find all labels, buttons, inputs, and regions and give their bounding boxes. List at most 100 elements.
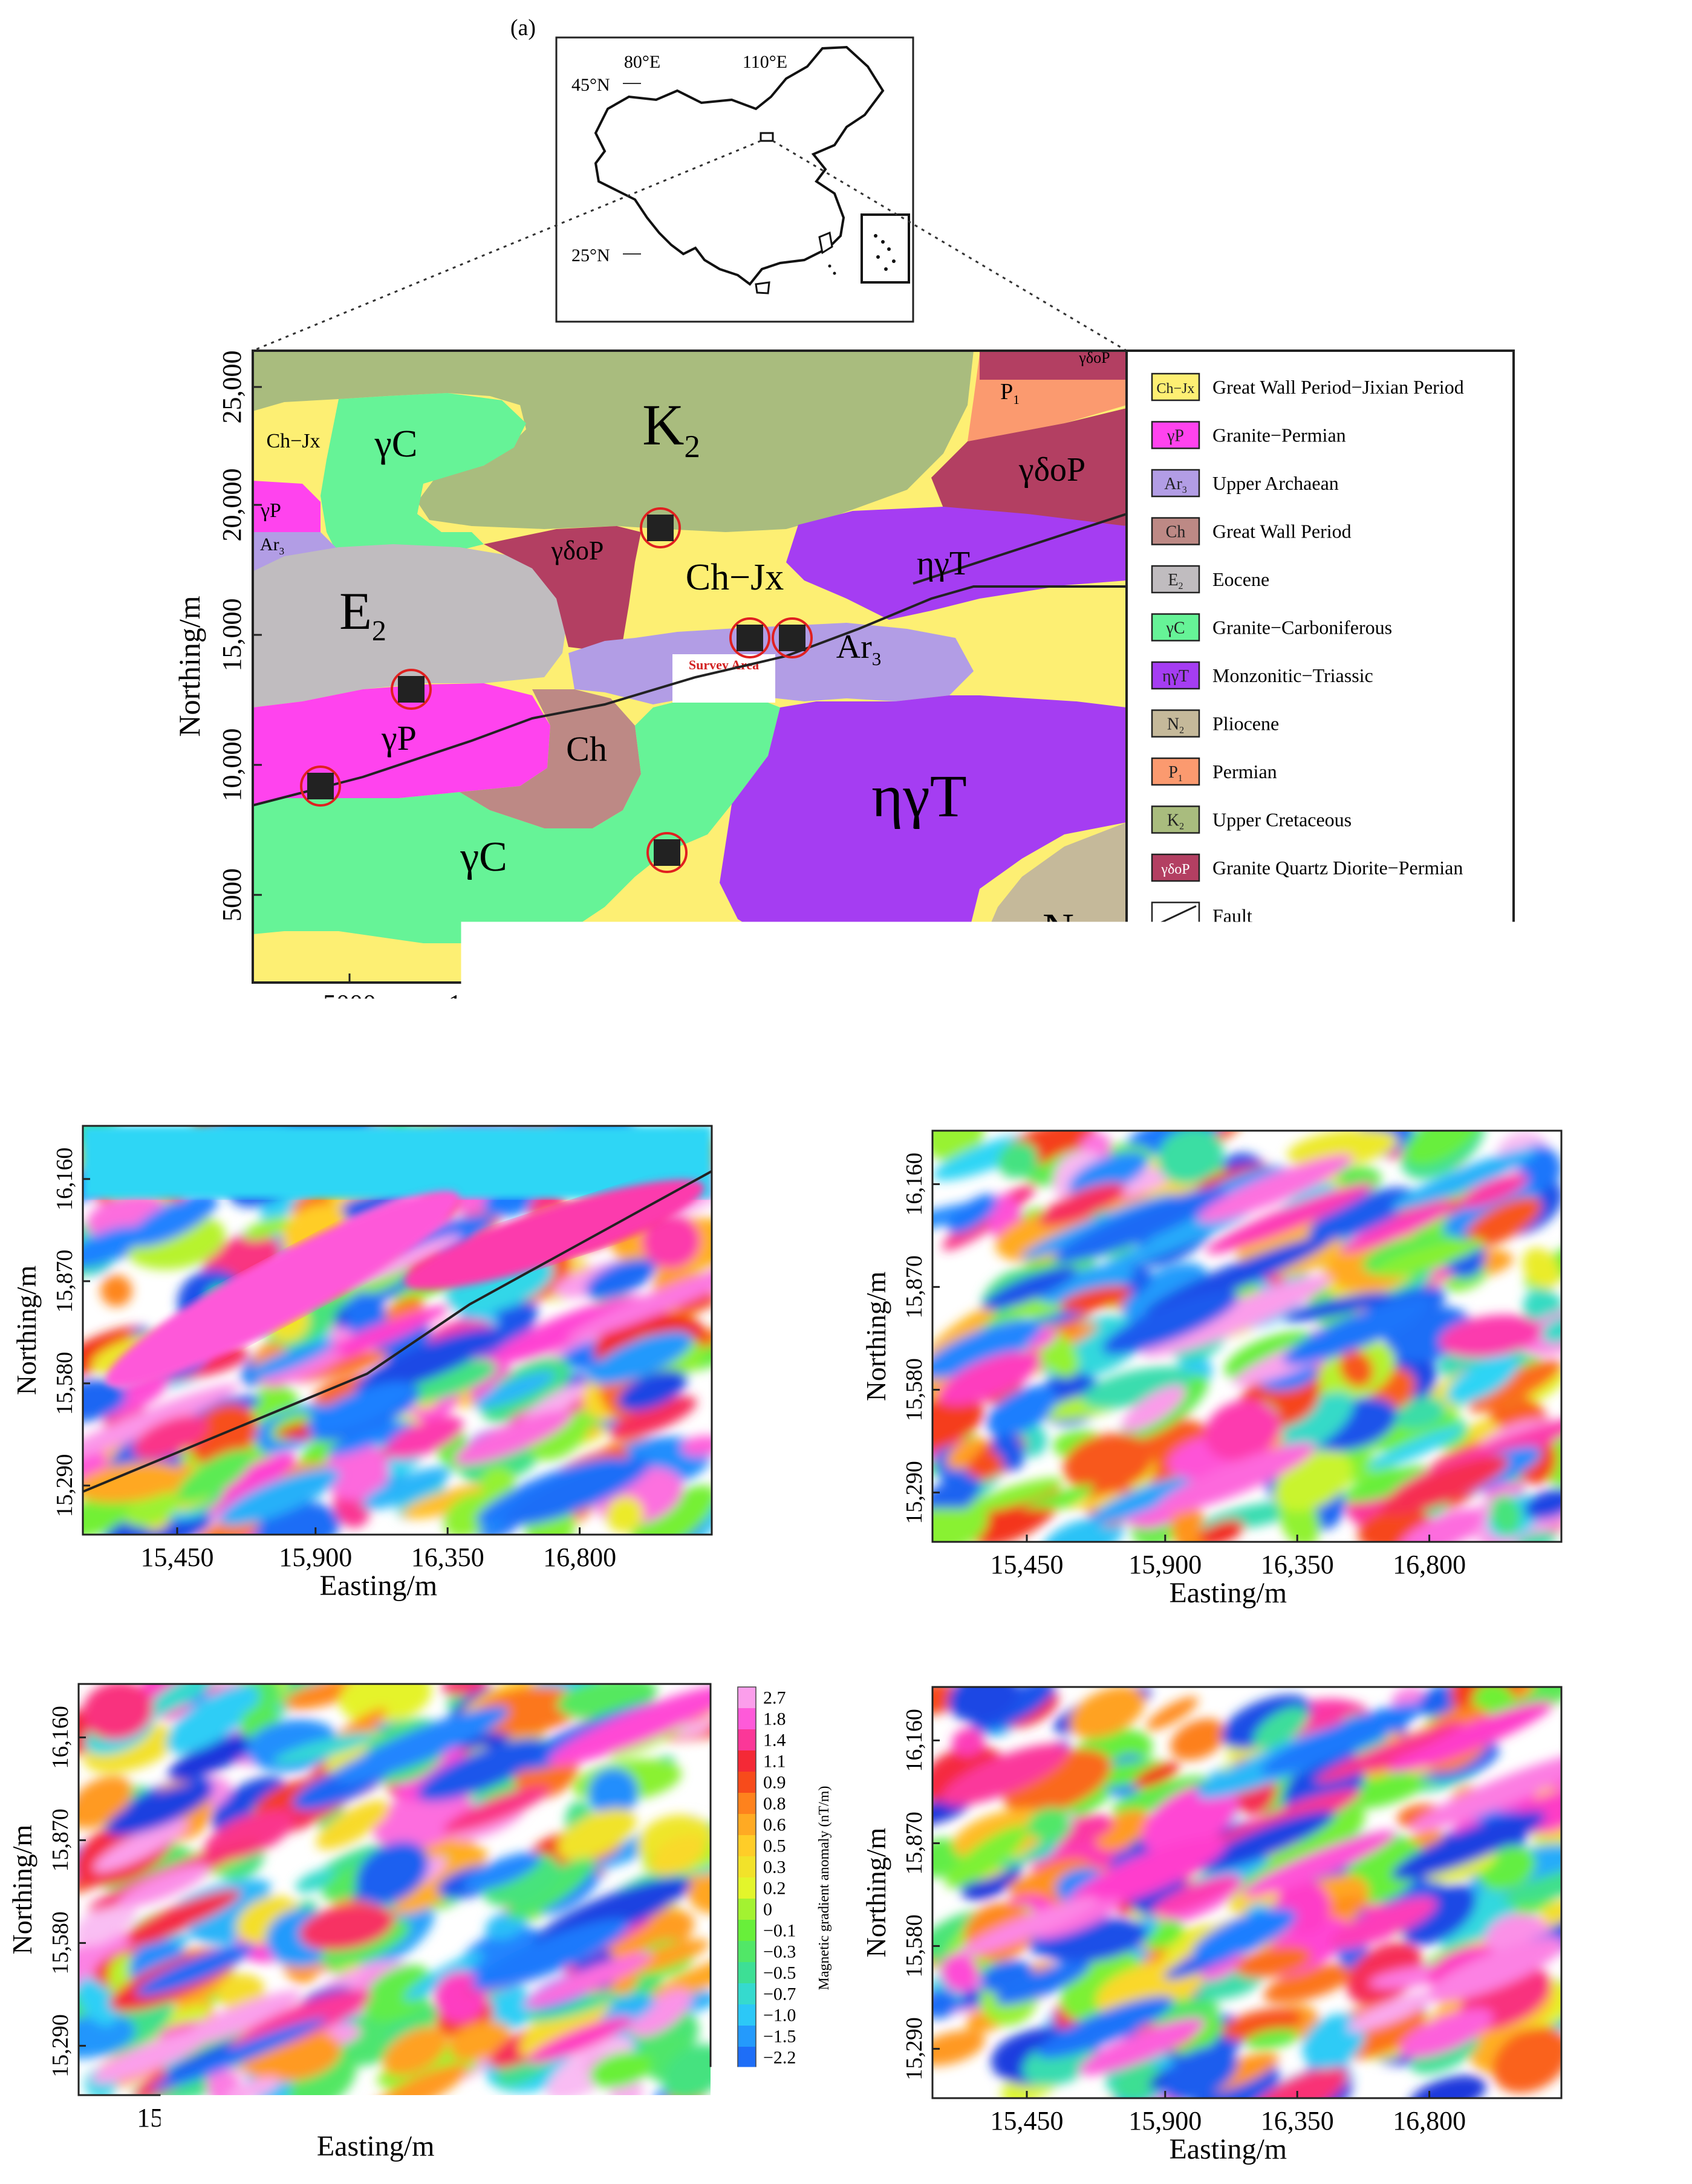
panel-label-b: (b) [31, 1088, 60, 1115]
x-tick: 16,800 [1393, 2106, 1466, 2136]
legend-swatch-main: γC [1165, 619, 1185, 638]
field-blobs [30, 1643, 757, 2130]
map-ylabel: Northing/m [172, 596, 206, 736]
legend-deposit-marker [1167, 955, 1184, 972]
anomaly-field [876, 1093, 1608, 1568]
map-x-tick: 15,000 [584, 989, 657, 1019]
x-tick: 16,800 [1393, 1550, 1466, 1579]
panel-b: (b)15,450 15,900 16,350 16,80016,16015,8701… [11, 1088, 833, 1602]
colorbar-tick: 1.8 [1617, 1153, 1640, 1173]
colorbar-segment [738, 2004, 756, 2026]
study-area-marker [761, 133, 773, 141]
colorbar-segment [1592, 1877, 1610, 1908]
unit-label-p1-main: P [1000, 379, 1013, 405]
colorbar-segment [739, 1503, 757, 1524]
colorbar-segment [738, 1962, 756, 1984]
y-tick: 15,870 [902, 1255, 927, 1319]
unit-label-chjx-nw: Ch−Jx [266, 430, 320, 452]
colorbar-segment [739, 1337, 757, 1359]
deposit-marker [307, 773, 334, 799]
unit-label-e2-sub: 2 [372, 615, 386, 647]
panel-label-c: (c) [884, 1094, 911, 1121]
colorbar-segment [739, 1172, 757, 1193]
colorbar-tick: −0.2 [1617, 1883, 1650, 1903]
y-tick: 15,580 [48, 1911, 73, 1975]
colorbar-segment [739, 1275, 757, 1296]
legend-label: Granite Quartz Diorite−Permian [1212, 857, 1463, 879]
legend-label: Monzonitic−Triassic [1212, 665, 1373, 686]
legend-swatch-label: Ch [1166, 523, 1186, 542]
unit-label-n2-sub: 2 [1074, 931, 1086, 958]
colorbar-tick: −0.4 [1617, 1914, 1650, 1934]
unit-label-gdop-ne: γδoP [1078, 349, 1110, 366]
colorbar-tick: 0.7 [1617, 1791, 1640, 1811]
colorbar-tick: −2.5 [1617, 2067, 1650, 2087]
colorbar-segment [739, 1151, 757, 1172]
unit-label-chjx-s-main: Ch−Jx [636, 917, 730, 957]
colorbar-segment [738, 1814, 756, 1836]
inset-map: 80°E 110°E 45°N 25°N [556, 37, 913, 322]
colorbar-segment [1592, 1693, 1610, 1724]
colorbar-segment [738, 1835, 756, 1857]
x-tick: 16,350 [409, 2103, 482, 2133]
legend-label: Fault [1212, 905, 1252, 927]
map-y-tick: 20,000 [217, 469, 247, 542]
colorbar-tick: −1.0 [763, 2006, 796, 2026]
unit-label-gdop-c-main: γδoP [551, 536, 604, 565]
x-axis-label: Easting/m [1169, 2133, 1287, 2165]
colorbar-tick: 0.3 [763, 1857, 786, 1877]
unit-label-gp-w-main: γP [260, 499, 281, 522]
colorbar-segment [739, 1193, 757, 1214]
colorbar-segment [1592, 1908, 1610, 1939]
x-tick: 15,450 [137, 2103, 210, 2133]
y-tick: 16,160 [902, 1152, 927, 1216]
x-tick: 16,350 [1261, 1550, 1334, 1579]
panel-label-a: (a) [510, 15, 536, 41]
colorbar-tick: 0 [1617, 1852, 1626, 1872]
x-tick: 15,450 [991, 2106, 1064, 2136]
y-tick: 15,290 [902, 1461, 927, 1524]
y-axis-label: Northing/m [7, 1824, 37, 1954]
inset-lon-label: 80°E [624, 52, 660, 72]
legend-label: Great Wall Period [1212, 521, 1352, 542]
colorbar-tick: −16.8 [764, 1504, 806, 1524]
unit-label-gc-n: γC [374, 422, 418, 465]
colorbar-tick: 311.6 [764, 1173, 804, 1193]
legend-swatch-main: γP [1167, 427, 1184, 446]
colorbar-tick: −0.6 [1617, 1472, 1650, 1492]
map-xlabel: Easting/m [628, 1022, 751, 1056]
colorbar-segment [1592, 1816, 1610, 1847]
unit-label-ch: Ch [566, 729, 607, 769]
colorbar-tick: 2.3 [1617, 1729, 1640, 1749]
panel-e: (e)15,450 15,900 16,350 16,80016,16015,8701… [861, 1644, 1686, 2165]
unit-label-ar3-w-sub: 3 [279, 545, 285, 557]
legend-label: Granite−Permian [1212, 424, 1346, 446]
colorbar-segment [1592, 1422, 1610, 1463]
x-tick: 16,350 [411, 1542, 484, 1572]
colorbar-tick: 131.3 [764, 1400, 805, 1420]
colorbar-tick: 105.5 [764, 1441, 805, 1461]
panel-label-e: (e) [884, 1644, 911, 1671]
colorbar-segment [1592, 1382, 1610, 1423]
colorbar-tick: −0.6 [1617, 1945, 1650, 1965]
y-axis-label: Northing/m [861, 1271, 891, 1401]
legend-swatch-label: Ch−Jx [1157, 381, 1195, 397]
legend-swatch-sub: 3 [1182, 485, 1187, 495]
colorbar-tick: 4.3 [1617, 1698, 1640, 1718]
colorbar-segment [739, 1379, 757, 1400]
unit-label-gc-s-main: γC [460, 834, 507, 880]
colorbar-segment [1592, 1785, 1610, 1816]
unit-label-ngt-e: ηγT [917, 545, 970, 582]
unit-label-chjx-nw-main: Ch−Jx [266, 430, 320, 452]
colorbar-tick: 0.2 [1617, 1273, 1640, 1293]
anomaly-field [896, 1649, 1612, 2142]
y-tick: 16,160 [52, 1148, 77, 1211]
x-tick: 15,450 [991, 1550, 1064, 1579]
colorbar-segment [738, 1729, 756, 1751]
colorbar-tick: −1.5 [763, 2027, 796, 2047]
inset-lat-label: 25°N [571, 245, 610, 265]
x-axis-label: Easting/m [1169, 1577, 1287, 1609]
colorbar-tick: 0.4 [1617, 1233, 1640, 1253]
legend-swatch-main: Ch−Jx [1157, 381, 1195, 397]
map-y-tick: 25,000 [217, 351, 247, 424]
